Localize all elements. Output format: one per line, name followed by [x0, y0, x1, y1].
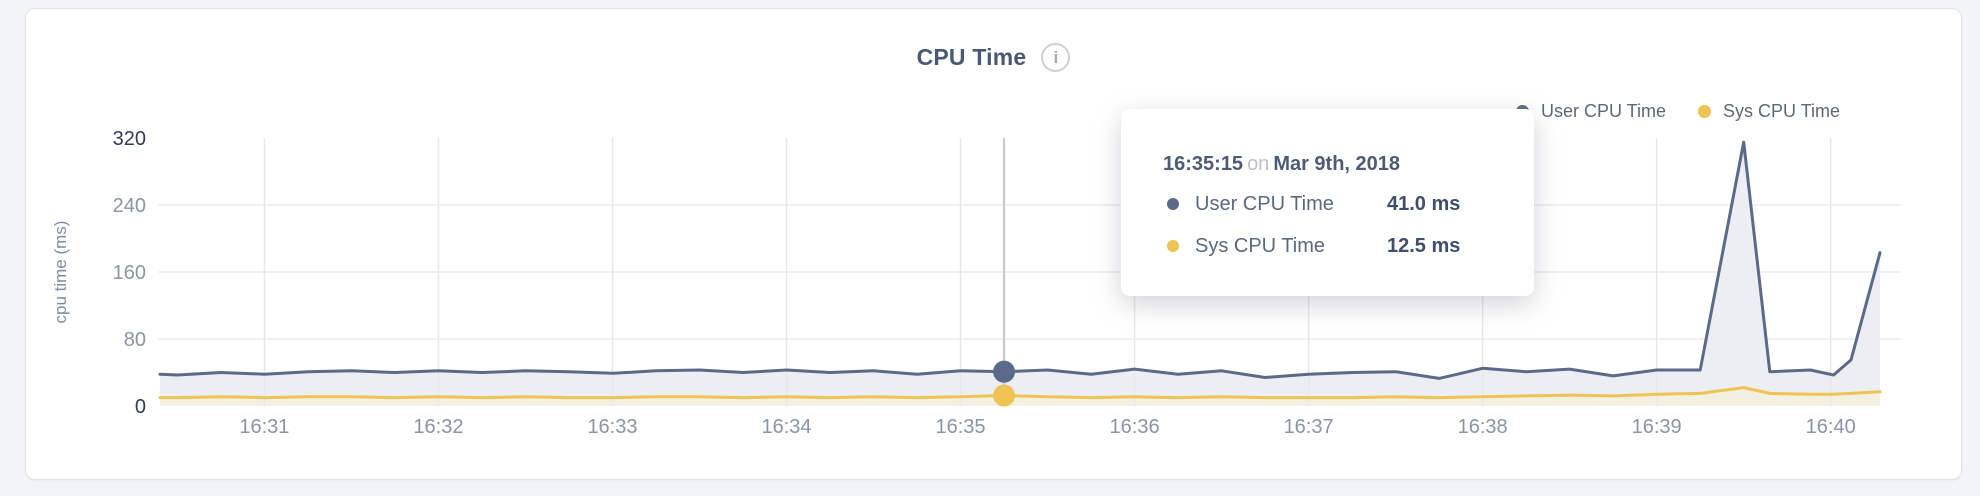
tooltip-row-user: User CPU Time 41.0 ms — [1167, 189, 1504, 219]
tooltip-series-value: 41.0 ms — [1387, 192, 1461, 215]
x-axis-tick: 16:31 — [239, 416, 289, 438]
info-icon[interactable]: i — [1041, 43, 1071, 72]
x-axis-tick: 16:37 — [1284, 416, 1334, 438]
legend-item-sys-cpu-time[interactable]: Sys CPU Time — [1698, 101, 1840, 122]
y-axis-tick: 240 — [113, 195, 146, 217]
chart-header: CPU Time i — [26, 43, 1961, 72]
y-axis-tick: 320 — [113, 128, 146, 150]
chart-title: CPU Time — [916, 44, 1027, 70]
user-cpu-time-marker[interactable] — [993, 360, 1016, 383]
y-axis-tick: 160 — [113, 262, 146, 284]
sys-series-dot — [1167, 240, 1179, 252]
tooltip-time: 16:35:15 — [1163, 153, 1244, 175]
legend-label: User CPU Time — [1541, 101, 1667, 121]
user-series-dot — [1167, 198, 1179, 210]
tooltip-series-value: 12.5 ms — [1387, 234, 1461, 257]
tooltip-row-sys: Sys CPU Time 12.5 ms — [1167, 231, 1504, 261]
tooltip-series-label: Sys CPU Time — [1195, 234, 1326, 257]
x-axis-tick: 16:39 — [1632, 416, 1682, 438]
x-axis-tick: 16:36 — [1110, 416, 1160, 438]
x-axis-tick: 16:32 — [413, 416, 463, 438]
x-axis-tick: 16:40 — [1806, 416, 1856, 438]
user-cpu-time-area — [160, 142, 1880, 406]
y-axis-tick: 0 — [135, 396, 146, 418]
y-axis-tick: 80 — [124, 329, 146, 351]
sys-series-dot — [1698, 105, 1712, 118]
y-axis-title: cpu time (ms) — [51, 221, 70, 324]
sys-cpu-time-line[interactable] — [158, 386, 1882, 400]
chart-tooltip: 16:35:15 on Mar 9th, 2018 User CPU Time 41… — [1121, 109, 1534, 296]
tooltip-connector: on — [1247, 153, 1270, 175]
x-axis-tick: 16:33 — [587, 416, 637, 438]
tooltip-date: Mar 9th, 2018 — [1273, 153, 1401, 175]
x-axis-tick: 16:35 — [936, 416, 986, 438]
legend-label: Sys CPU Time — [1723, 101, 1841, 121]
x-axis-tick: 16:34 — [761, 416, 811, 438]
tooltip-series-label: User CPU Time — [1195, 192, 1334, 215]
tooltip-timestamp: 16:35:15 on Mar 9th, 2018 — [1163, 151, 1504, 177]
sys-cpu-time-marker[interactable] — [993, 384, 1016, 407]
user-cpu-time-line[interactable] — [158, 140, 1882, 380]
info-icon-glyph: i — [1053, 47, 1059, 67]
x-axis-tick: 16:38 — [1458, 416, 1508, 438]
